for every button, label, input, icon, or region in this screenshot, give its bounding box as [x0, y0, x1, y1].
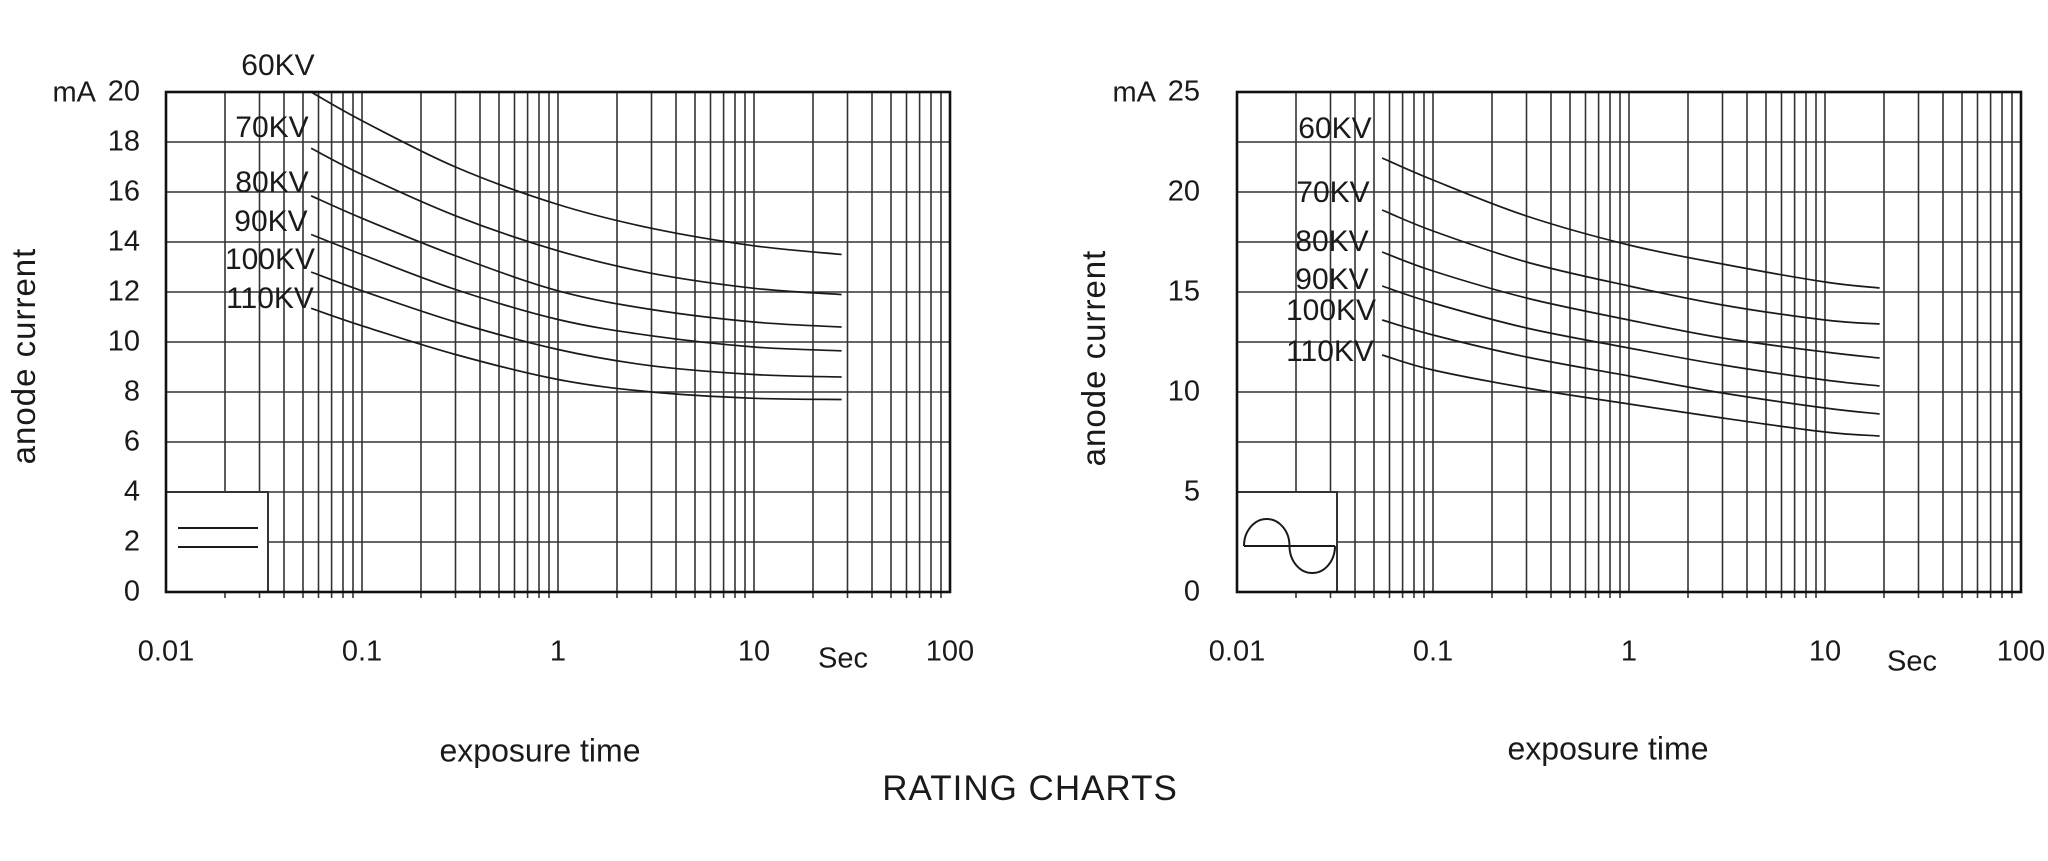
x-axis-title: exposure time — [439, 732, 641, 769]
rating-chart-constant-potential — [164, 90, 952, 598]
y-tick-label: 2 — [123, 525, 140, 558]
y-tick-label: 0 — [123, 575, 140, 608]
y-tick-label: 5 — [1183, 475, 1200, 508]
y-tick-label: 4 — [123, 475, 140, 508]
x-tick-label: 1 — [1620, 635, 1638, 668]
curve-label-100kv: 100KV — [1285, 294, 1377, 327]
curve-100kv — [1381, 319, 1880, 415]
curve-70kv — [1381, 209, 1880, 325]
y-tick-label: 10 — [1167, 375, 1200, 408]
dc-waveform-icon — [178, 527, 258, 548]
y-tick-label: 0 — [1183, 575, 1200, 608]
y-tick-label: 10 — [107, 325, 140, 358]
y-tick-label: 6 — [123, 425, 140, 458]
y-tick-label: 20 — [1167, 175, 1200, 208]
curve-label-60kv: 60KV — [1298, 112, 1372, 145]
curve-label-100kv: 100KV — [224, 243, 316, 276]
y-tick-label: 15 — [1167, 275, 1200, 308]
curve-110kv — [1381, 354, 1880, 437]
sine-waveform-legend — [1236, 491, 1338, 593]
x-tick-label: 100 — [925, 635, 975, 668]
x-tick-label: 0.01 — [1208, 635, 1266, 668]
y-axis-title: anode current — [1075, 249, 1112, 467]
curve-70kv — [310, 147, 842, 296]
curve-label-90kv: 90KV — [1295, 263, 1369, 296]
curve-90kv — [1381, 285, 1880, 387]
plot-border — [1235, 90, 2023, 594]
y-tick-label: 8 — [123, 375, 140, 408]
curve-label-110kv: 110KV — [1286, 335, 1374, 368]
rating-curves — [1381, 157, 1880, 437]
y-tick-label: 14 — [107, 225, 140, 258]
curve-label-80kv: 80KV — [235, 166, 309, 199]
rating-curves — [310, 91, 842, 401]
curve-label-70kv: 70KV — [235, 111, 309, 144]
curve-110kv — [310, 307, 842, 401]
rating-chart-single-phase-sine — [1235, 90, 2023, 598]
x-tick-label: 1 — [549, 635, 567, 668]
curve-90kv — [310, 233, 842, 352]
curve-60kv — [310, 91, 842, 256]
x-tick-label: 10 — [737, 635, 771, 668]
curve-100kv — [310, 271, 842, 378]
x-tick-label: 10 — [1808, 635, 1842, 668]
curve-label-90kv: 90KV — [234, 205, 308, 238]
x-tick-label: 0.01 — [137, 635, 195, 668]
plot-border — [164, 90, 952, 594]
curve-label-110kv: 110KV — [226, 282, 314, 315]
sec-unit-label: Sec — [1887, 645, 1937, 678]
x-axis-title: exposure time — [1507, 730, 1709, 767]
y-axis-title: anode current — [5, 247, 42, 465]
x-tick-label: 0.1 — [341, 635, 383, 668]
figure-title: RATING CHARTS — [882, 769, 1178, 808]
curve-60kv — [1381, 157, 1880, 289]
curve-80kv — [1381, 251, 1880, 359]
curve-label-80kv: 80KV — [1295, 225, 1369, 258]
x-tick-label: 0.1 — [1412, 635, 1454, 668]
sine-waveform-icon — [1243, 518, 1336, 574]
y-tick-label: 20 — [107, 75, 140, 108]
y-tick-label: 12 — [107, 275, 140, 308]
y-axis-unit: mA — [52, 76, 97, 109]
y-tick-label: 16 — [107, 175, 140, 208]
curve-80kv — [310, 195, 842, 328]
y-tick-label: 18 — [107, 125, 140, 158]
x-tick-label: 100 — [1996, 635, 2046, 668]
grid-lines — [166, 92, 950, 598]
y-axis-unit: mA — [1112, 76, 1157, 109]
dc-waveform-legend — [165, 491, 269, 593]
curve-label-70kv: 70KV — [1296, 176, 1370, 209]
curve-label-60kv: 60KV — [241, 49, 315, 82]
y-tick-label: 25 — [1167, 75, 1200, 108]
sec-unit-label: Sec — [818, 642, 868, 675]
